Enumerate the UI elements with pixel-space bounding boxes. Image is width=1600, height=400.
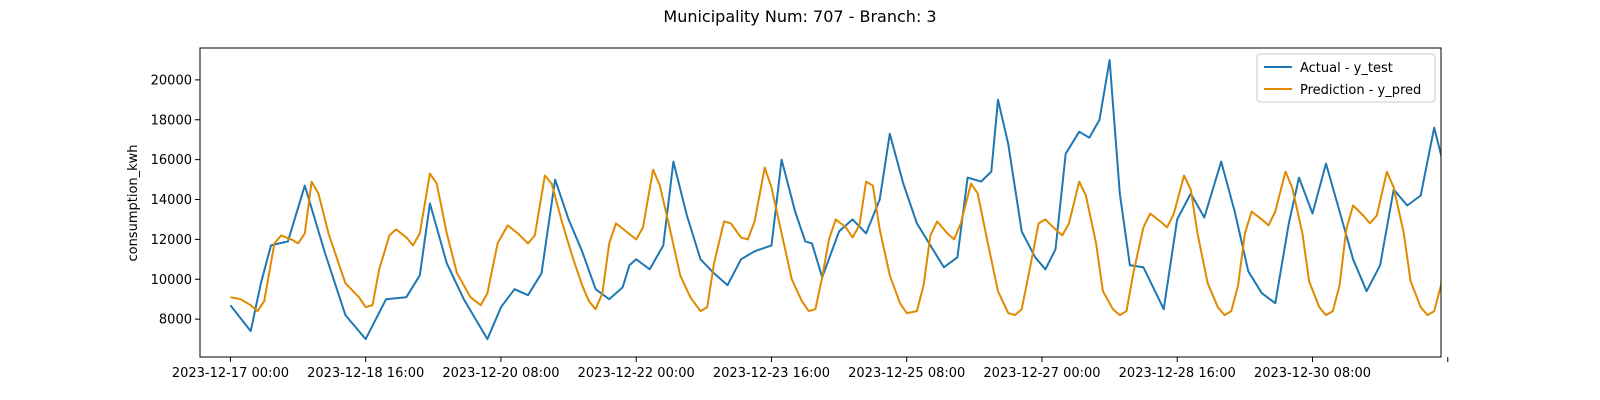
legend-box xyxy=(1256,53,1436,103)
x-tick-label: 2023-12-28 16:00 xyxy=(1119,366,1236,381)
y-axis: 8000 10000 12000 14000 16000 18000 20000 xyxy=(151,73,200,328)
y-tick-label: 10000 xyxy=(151,273,192,288)
x-tick-label: 2023-12-18 16:00 xyxy=(307,366,424,381)
y-tick-label: 16000 xyxy=(151,153,192,168)
y-tick-label: 20000 xyxy=(151,73,192,88)
y-tick-label: 8000 xyxy=(159,313,192,328)
y-tick-label: 12000 xyxy=(151,233,192,248)
x-tick-label: 2023-12-30 08:00 xyxy=(1254,366,1371,381)
y-axis-title: consumption_kwh xyxy=(126,144,141,261)
chart-title: Municipality Num: 707 - Branch: 3 xyxy=(663,7,936,26)
legend-label-prediction: Prediction - y_pred xyxy=(1300,83,1421,98)
plot-area xyxy=(229,59,1441,341)
x-tick-label: 2023-12-27 00:00 xyxy=(983,366,1100,381)
x-tick-label: 2023-12-22 00:00 xyxy=(578,366,695,381)
legend: Actual - y_test Prediction - y_pred xyxy=(1256,53,1436,103)
x-tick-label: 2023-12-17 00:00 xyxy=(172,366,289,381)
y-tick-label: 18000 xyxy=(151,113,192,128)
y-tick-label: 14000 xyxy=(151,193,192,208)
plot-frame xyxy=(199,47,1442,358)
legend-label-actual: Actual - y_test xyxy=(1300,61,1393,76)
x-axis: 2023-12-17 00:00 2023-12-18 16:00 2023-12-… xyxy=(172,357,1449,381)
x-tick-label: 2023-12-23 16:00 xyxy=(713,366,830,381)
series-line-0 xyxy=(229,59,1441,341)
x-tick-label: 2023-12-20 08:00 xyxy=(442,366,559,381)
x-tick-label: 2023-12-25 08:00 xyxy=(848,366,965,381)
series-line-1 xyxy=(230,166,1441,317)
series-layer xyxy=(229,59,1441,341)
